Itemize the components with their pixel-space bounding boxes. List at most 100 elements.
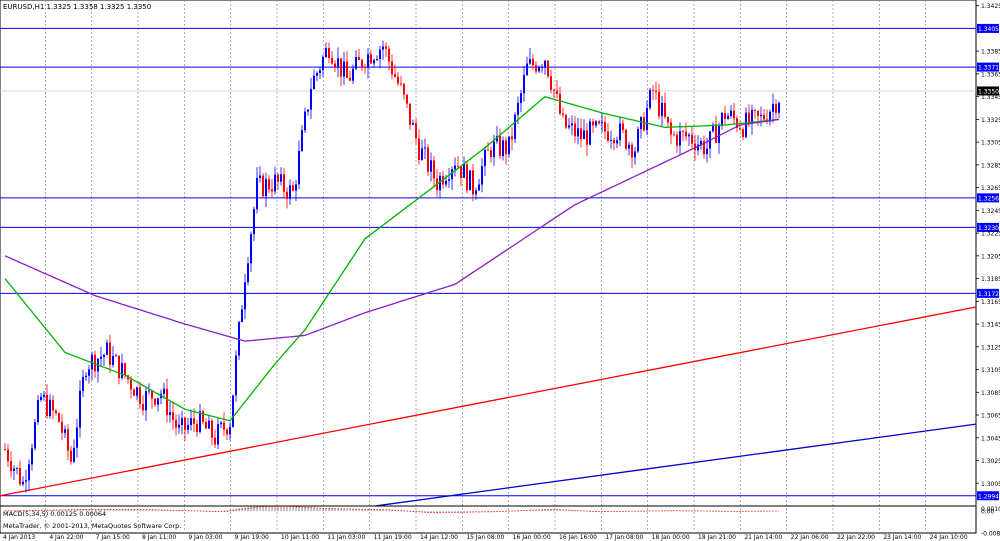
- price-tick-label: 1.3165: [981, 299, 1000, 306]
- candle-body: [211, 420, 213, 438]
- price-tick-label: 1.3085: [981, 390, 1000, 397]
- candle-body: [652, 89, 654, 91]
- candle-body: [73, 447, 75, 462]
- candle-body: [493, 141, 495, 158]
- candle-body: [301, 130, 303, 151]
- price-tick-label: 1.3145: [981, 322, 1000, 329]
- level-tag: [977, 193, 999, 203]
- trendlines: [0, 306, 977, 507]
- candle-body: [250, 234, 252, 264]
- candle-body: [778, 102, 780, 113]
- candle-body: [181, 417, 183, 425]
- candle-body: [103, 354, 105, 357]
- candle-body: [736, 118, 738, 128]
- time-tick-label: 10 Jan 11:00: [281, 534, 319, 541]
- candle-body: [319, 70, 321, 73]
- candle-body: [67, 429, 69, 451]
- candle-body: [79, 390, 81, 428]
- candle-body: [262, 175, 264, 197]
- candle-body: [586, 130, 588, 145]
- candle-body: [640, 117, 642, 129]
- candle-body: [373, 60, 375, 64]
- time-tick-label: 14 Jan 12:00: [420, 534, 458, 541]
- candle-body: [460, 166, 462, 178]
- candle-body: [511, 136, 513, 140]
- price-tick-label: 1.3345: [981, 94, 1000, 101]
- price-tick-label: 1.3185: [981, 276, 1000, 283]
- candle-body: [706, 148, 708, 155]
- price-tick-label: 1.3365: [981, 71, 1000, 78]
- candle-body: [418, 138, 420, 160]
- candle-body: [433, 160, 435, 179]
- candle-body: [337, 58, 339, 68]
- candle-body: [7, 449, 9, 462]
- candle-body: [565, 114, 567, 128]
- time-tick-label: 18 Jan 00:00: [652, 534, 690, 541]
- candle-body: [352, 68, 354, 81]
- candle-body: [742, 129, 744, 137]
- candle-body: [259, 175, 261, 178]
- candle-body: [31, 448, 33, 465]
- candle-body: [430, 160, 432, 172]
- level-label: 1.3230: [978, 225, 999, 232]
- candle-body: [739, 127, 741, 130]
- candle-body: [223, 422, 225, 430]
- candle-body: [118, 355, 120, 379]
- level-tag: [977, 491, 999, 501]
- candle-body: [703, 140, 705, 155]
- candle-body: [604, 122, 606, 132]
- candle-body: [28, 464, 30, 481]
- candle-body: [157, 398, 159, 405]
- candle-body: [304, 111, 306, 131]
- candle-body: [289, 185, 291, 199]
- candle-body: [733, 110, 735, 119]
- level-label: 1.3405: [978, 26, 999, 33]
- candle-body: [88, 369, 90, 376]
- candle-body: [139, 387, 141, 404]
- candle-body: [541, 67, 543, 68]
- candle-body: [217, 424, 219, 445]
- candle-body: [532, 59, 534, 66]
- candle-body: [748, 112, 750, 124]
- level-label: 1.3371: [978, 65, 999, 72]
- time-tick-label: 17 Jan 08:00: [605, 534, 643, 541]
- candle-body: [94, 354, 96, 372]
- candle-body: [622, 123, 624, 130]
- candle-body: [343, 61, 345, 77]
- macd-panel: 0.001000.00 -0.00836: [4, 505, 1000, 538]
- candle-body: [175, 419, 177, 428]
- candle-body: [376, 58, 378, 61]
- candle-body: [226, 429, 228, 435]
- time-axis: 4 Jan 2013 4 Jan 22:00 7 Jan 15:00 8 Jan 11…: [3, 534, 968, 541]
- price-tick-label: 1.3065: [981, 413, 1000, 420]
- candle-body: [355, 56, 357, 69]
- candle-body: [247, 263, 249, 283]
- candle-body: [424, 147, 426, 149]
- candle-body: [484, 149, 486, 167]
- candle-body: [409, 103, 411, 125]
- time-tick-label: 21 Jan 14:00: [744, 534, 782, 541]
- candles: [4, 40, 780, 493]
- candle-body: [412, 123, 414, 125]
- candle-body: [469, 170, 471, 191]
- time-tick-label: 22 Jan 06:00: [791, 534, 829, 541]
- time-tick-label: 11 Jan 03:00: [327, 534, 365, 541]
- candle-body: [154, 398, 156, 405]
- candle-body: [358, 56, 360, 60]
- candle-body: [187, 425, 189, 430]
- candle-body: [727, 115, 729, 119]
- candle-body: [130, 379, 132, 390]
- candle-body: [550, 76, 552, 90]
- candle-body: [439, 175, 441, 191]
- price-tick-label: 1.3285: [981, 162, 1000, 169]
- candle-body: [646, 107, 648, 131]
- candle-body: [769, 111, 771, 122]
- candle-body: [46, 394, 48, 417]
- candle-body: [517, 102, 519, 115]
- trendline-red: [0, 306, 977, 497]
- candle-body: [613, 139, 615, 144]
- candle-body: [382, 46, 384, 50]
- candle-body: [385, 46, 387, 49]
- time-tick-label: 8 Jan 11:00: [142, 534, 176, 541]
